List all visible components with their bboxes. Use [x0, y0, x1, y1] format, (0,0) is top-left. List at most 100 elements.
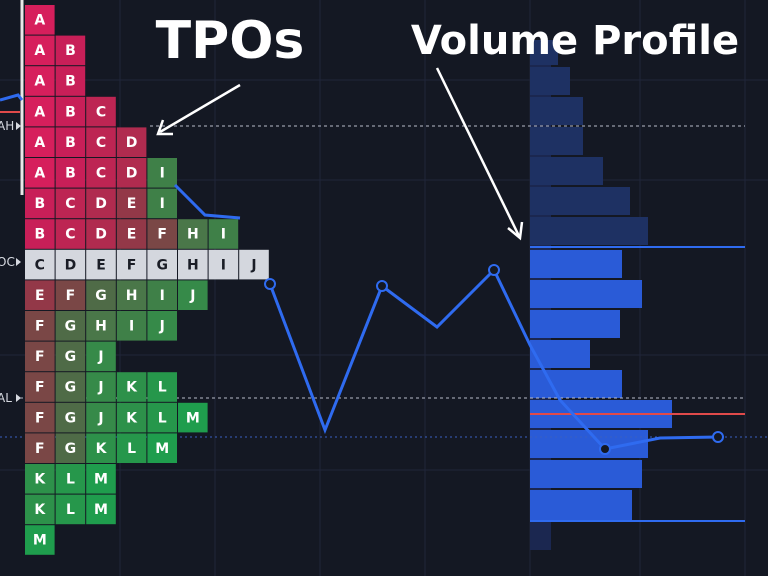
tpo-cell — [178, 402, 208, 433]
tpo-cell — [55, 219, 86, 249]
tpo-cell — [147, 433, 177, 463]
tpo-cell — [147, 402, 177, 433]
tpo-cell — [55, 127, 86, 157]
tpo-letter: K — [96, 441, 108, 457]
tpo-cell — [208, 249, 239, 280]
tpo-letter: E — [35, 288, 45, 304]
tpo-letter: D — [95, 196, 107, 212]
tpo-letter: A — [34, 135, 45, 151]
tpo-cell — [55, 96, 86, 127]
tpo-cell — [208, 219, 239, 249]
tpo-cell — [55, 311, 86, 341]
tpo-cell — [116, 372, 147, 402]
tpo-cell — [25, 249, 55, 280]
tpo-cell — [86, 127, 116, 157]
tpo-cell — [25, 341, 55, 372]
tpo-letter: C — [65, 227, 75, 243]
price-label: AH — [0, 119, 14, 133]
tpo-cell — [147, 280, 177, 310]
tpo-letter: H — [187, 257, 199, 273]
tpo-letter: J — [159, 319, 165, 335]
tpo-letter: F — [66, 288, 76, 304]
tpo-cell — [116, 402, 147, 433]
tpo-cell — [55, 464, 86, 494]
tpo-cell — [25, 66, 55, 96]
tpo-letter: G — [65, 349, 77, 365]
tpo-letter: G — [95, 288, 107, 304]
tpo-cell — [86, 311, 116, 341]
tpo-letter: K — [126, 380, 138, 396]
tpo-cell — [86, 341, 116, 372]
tpo-cell — [147, 158, 177, 188]
tpo-letter: F — [35, 319, 45, 335]
tpo-letter: H — [187, 227, 199, 243]
tpo-cell — [178, 219, 208, 249]
tpo-cell — [86, 96, 116, 127]
tpo-title: TPOs — [156, 11, 305, 71]
tpo-letter: J — [189, 288, 195, 304]
tpo-letter: M — [155, 441, 169, 457]
tpo-letter: F — [157, 227, 167, 243]
tpo-cell — [86, 188, 116, 219]
tpo-cell — [86, 372, 116, 402]
tpo-cell — [147, 311, 177, 341]
tpo-letter: L — [158, 410, 167, 426]
price-label: AL — [0, 391, 12, 405]
tpo-letter: B — [65, 135, 76, 151]
tpo-letter: E — [127, 196, 137, 212]
tpo-cell — [25, 494, 55, 525]
tpo-letter: L — [158, 380, 167, 396]
volume-title: Volume Profile — [411, 18, 739, 64]
tpo-cell — [147, 249, 177, 280]
tpo-letter: G — [65, 441, 77, 457]
tpo-letter: G — [65, 410, 77, 426]
tpo-cell — [25, 35, 55, 66]
tpo-letter: B — [65, 43, 76, 59]
price-line — [0, 93, 724, 455]
tpo-cell — [25, 96, 55, 127]
tpo-cell — [86, 280, 116, 310]
tpo-letter: F — [35, 410, 45, 426]
tpo-cell — [25, 372, 55, 402]
tpo-cell — [25, 280, 55, 310]
tpo-cell — [86, 402, 116, 433]
tpo-cell — [25, 219, 55, 249]
tpo-cell — [25, 188, 55, 219]
price-labels: AH OC AL — [0, 119, 21, 405]
tpo-cell — [116, 188, 147, 219]
tpo-letter: C — [96, 135, 106, 151]
tpo-cell — [86, 433, 116, 463]
tpo-cell — [25, 5, 55, 35]
tpo-letter: F — [35, 441, 45, 457]
tpo-letter: I — [160, 196, 165, 212]
tpo-letter: C — [96, 104, 106, 120]
tpo-cell — [239, 249, 269, 280]
tpo-letter: A — [34, 166, 45, 182]
tpo-letter: M — [94, 502, 108, 518]
tpo-letter: A — [34, 13, 45, 29]
tpo-cell — [55, 249, 86, 280]
tpo-cell — [55, 494, 86, 525]
tpo-cell — [55, 158, 86, 188]
tpo-letter: J — [97, 380, 103, 396]
tpo-letter: B — [34, 227, 45, 243]
tpo-letter: I — [221, 227, 226, 243]
tpo-cell — [55, 372, 86, 402]
tpo-letter: K — [34, 472, 46, 488]
tpo-letter: K — [34, 502, 46, 518]
tpo-letter: E — [96, 257, 106, 273]
tpo-letter: B — [65, 166, 76, 182]
tpo-letter: I — [160, 166, 165, 182]
tpo-letter: M — [33, 533, 47, 549]
tpo-letter: K — [126, 410, 138, 426]
tpo-cell — [86, 249, 116, 280]
tpo-cell — [147, 372, 177, 402]
tpo-cell — [55, 402, 86, 433]
tpo-cell — [116, 280, 147, 310]
tpo-cell — [86, 464, 116, 494]
tpo-cell — [25, 525, 55, 555]
tpo-letter: C — [65, 196, 75, 212]
tpo-cell — [25, 158, 55, 188]
tpo-letter: C — [35, 257, 45, 273]
tpo-letter: D — [126, 166, 138, 182]
